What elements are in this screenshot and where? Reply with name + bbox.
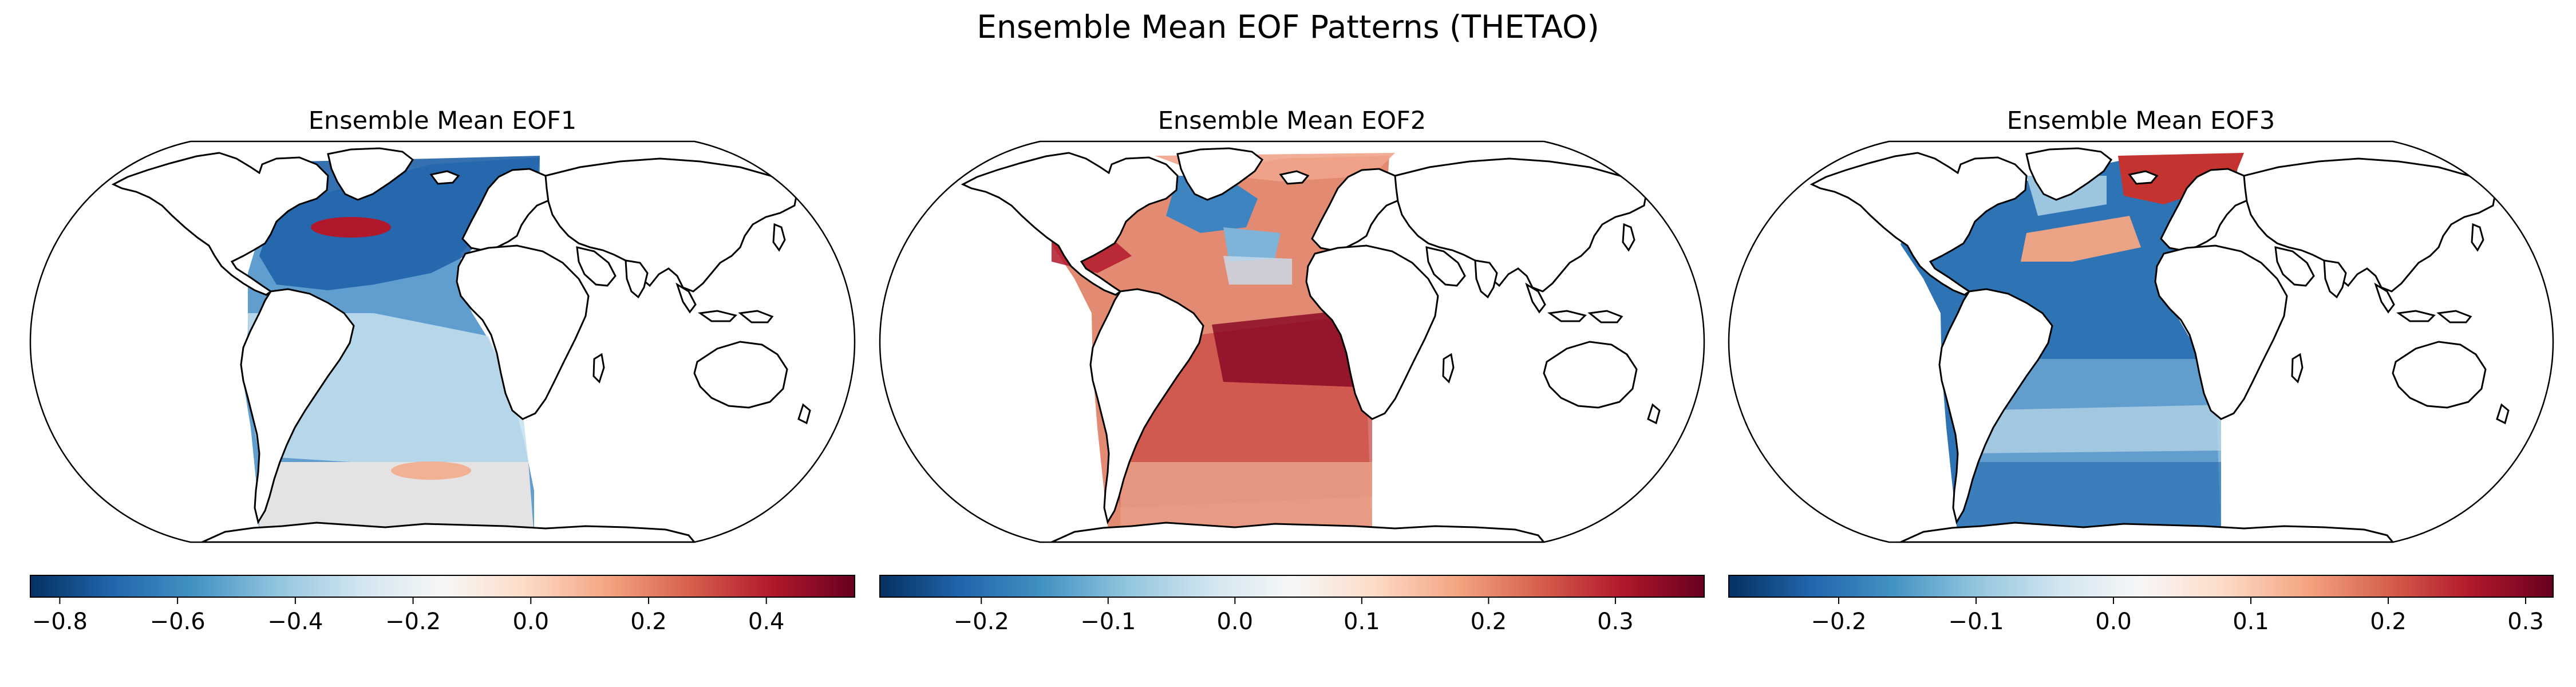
- colorbar-tick-label: 0.2: [2370, 609, 2407, 635]
- colorbar-tick-label: 0.0: [2095, 609, 2132, 635]
- colorbar-gradient-eof3: [1728, 575, 2554, 598]
- colorbar-tick-label: −0.1: [1948, 609, 2004, 635]
- map-panel-eof3: Ensemble Mean EOF3 −0.2 −0.1 0.0 0.1 0.2 0.3: [1728, 106, 2554, 635]
- panel-title-eof1: Ensemble Mean EOF1: [309, 106, 576, 135]
- colorbar-tick-label: −0.8: [32, 609, 88, 635]
- colorbar-tick-label: −0.6: [150, 609, 206, 635]
- colorbar-tick-label: −0.2: [954, 609, 1009, 635]
- colorbar-tick-label: 0.3: [1597, 609, 1634, 635]
- panel-title-eof3: Ensemble Mean EOF3: [2007, 106, 2275, 135]
- colorbar-gradient-eof2: [879, 575, 1705, 598]
- colorbar-tick-label: 0.0: [512, 609, 549, 635]
- colorbar-tick-label: 0.4: [748, 609, 785, 635]
- panel-title-eof2: Ensemble Mean EOF2: [1158, 106, 1426, 135]
- colorbar-tick-label: −0.2: [1811, 609, 1866, 635]
- colorbar-tick-label: 0.2: [630, 609, 667, 635]
- colorbar-ticks-eof2: −0.2 −0.1 0.0 0.1 0.2 0.3: [954, 597, 1634, 635]
- map-panel-eof2: Ensemble Mean EOF2 −0.2 −0.1 0.0 0.1 0.2 0.3: [879, 106, 1705, 635]
- colorbar-eof2: −0.2 −0.1 0.0 0.1 0.2 0.3: [879, 575, 1705, 635]
- colorbar-tick-label: −0.1: [1080, 609, 1136, 635]
- figure-title: Ensemble Mean EOF Patterns (THETAO): [977, 9, 1599, 45]
- colorbar-ticks-eof3: −0.2 −0.1 0.0 0.1 0.2 0.3: [1811, 597, 2544, 635]
- colorbar-tick-label: 0.0: [1216, 609, 1253, 635]
- colorbar-ticks-eof1: −0.8 −0.6 −0.4 −0.2 0.0 0.2 0.4: [32, 597, 785, 635]
- colorbar-tick-label: −0.2: [385, 609, 441, 635]
- colorbar-tick-label: 0.1: [1344, 609, 1380, 635]
- colorbar-tick-label: −0.4: [267, 609, 323, 635]
- colorbar-eof1: −0.8 −0.6 −0.4 −0.2 0.0 0.2 0.4: [30, 575, 855, 635]
- colorbar-tick-label: 0.1: [2233, 609, 2269, 635]
- colorbar-tick-label: 0.2: [1471, 609, 1507, 635]
- colorbar-eof3: −0.2 −0.1 0.0 0.1 0.2 0.3: [1728, 575, 2554, 635]
- colorbar-gradient-eof1: [30, 575, 855, 598]
- colorbar-tick-label: 0.3: [2507, 609, 2544, 635]
- map-panel-eof1: Ensemble Mean EOF1 −0.8 −0.6 −0.4 −0.2 0.0 0.…: [29, 106, 856, 635]
